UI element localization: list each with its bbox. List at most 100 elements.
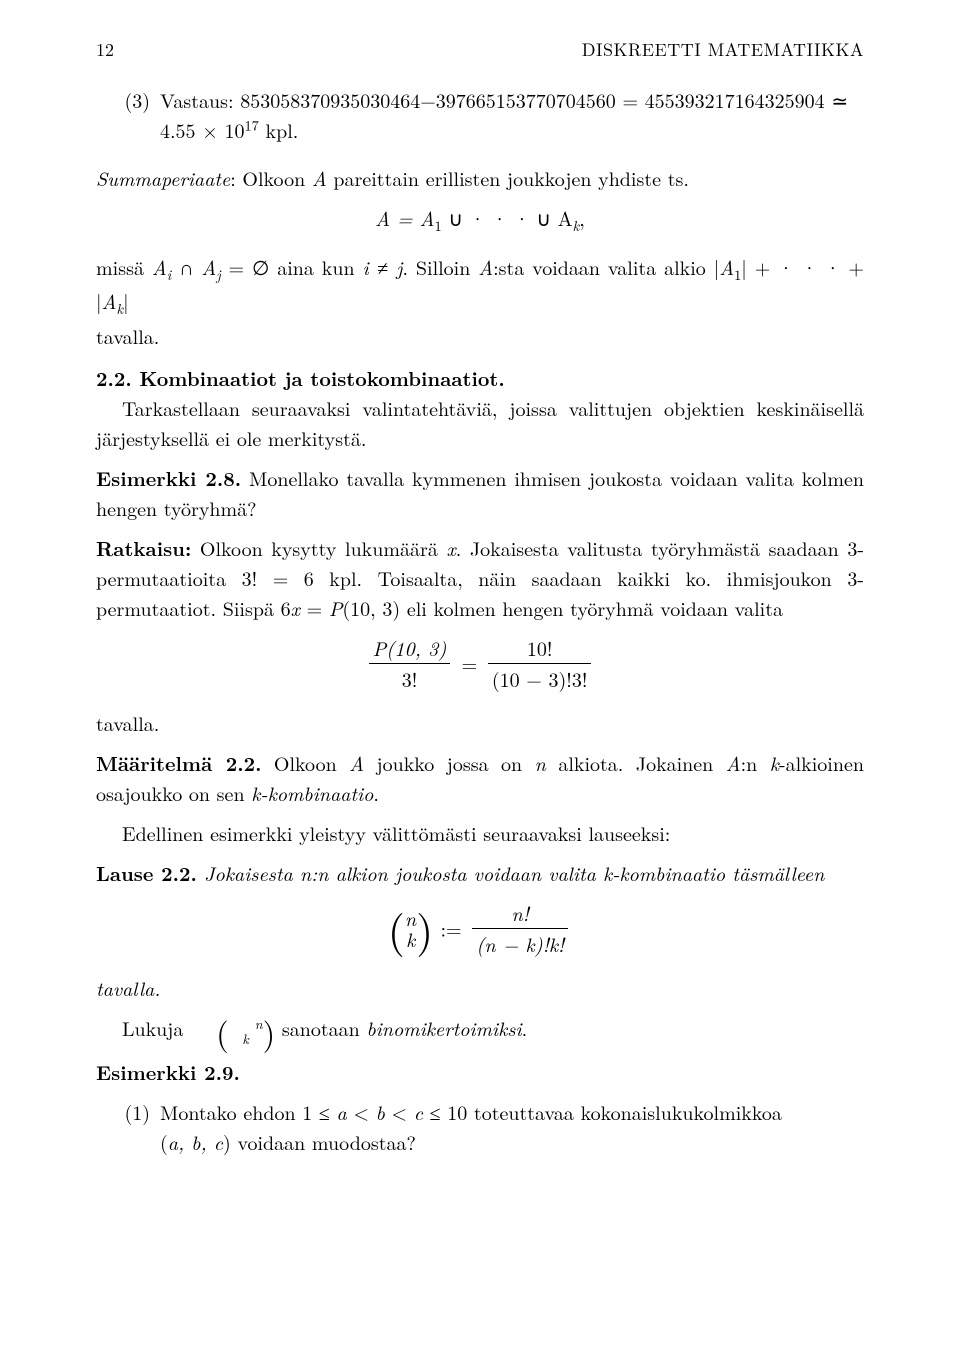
esimerkki-2-8: Esimerkki 2.8. Monellako tavalla kymmene…: [96, 463, 864, 523]
item3-line2b: kpl.: [259, 115, 298, 144]
ratk-t1: Olkoon kysytty lukumäärä: [191, 533, 446, 562]
maar22-t2: joukko jossa on: [364, 748, 535, 777]
binom-frac: n! (n − k)!k!: [472, 898, 568, 959]
missa-Ak: A: [102, 286, 117, 315]
missa-Aname: A: [478, 252, 493, 281]
lukuja-n: n: [255, 1014, 263, 1034]
ratkaisu: Ratkaisu: Olkoon kysytty lukumäärä x. Jo…: [96, 533, 864, 623]
maaritelma-2-2: Määritelmä 2.2. Olkoon A joukko jossa on…: [96, 748, 864, 808]
summa-t1: pareittain erillisten joukkojen yhdiste …: [327, 163, 689, 192]
item1-l2post: ) voidaan muodostaa?: [223, 1127, 416, 1156]
list-item-1: (1) Montako ehdon 1 ≤ a < b < c ≤ 10 tot…: [96, 1097, 864, 1157]
lukuja-par: Lukuja (nk) sanotaan binomikertoimiksi.: [96, 1013, 864, 1047]
eq1-mid: ∪ · · · ∪ A: [442, 203, 573, 232]
esimerkki-2-9: Esimerkki 2.9.: [96, 1057, 864, 1087]
summa-periaate: Summaperiaate: Olkoon A pareittain erill…: [96, 163, 864, 193]
item3-line2a: 4.55 × 10: [160, 115, 244, 144]
bf-top: n!: [472, 898, 568, 929]
ratk-t3: =: [300, 593, 329, 622]
item1-lt2: <: [385, 1097, 414, 1126]
item1-a: a: [337, 1097, 347, 1126]
item1-marker: (1): [96, 1097, 160, 1157]
running-header: 12 DISKREETTI MATEMATIIKKA: [96, 36, 864, 63]
lukuja-binomik: binomikertoimiksi: [366, 1013, 521, 1042]
missa-paragraph: missä Ai ∩ Aj = ∅ aina kun i ≠ j. Silloi…: [96, 252, 864, 351]
maar22-period: .: [373, 778, 379, 807]
maar22-kkomb: k-kombinaatio: [251, 778, 373, 807]
frac-right: 10! (10 − 3)!3!: [488, 633, 592, 694]
list-item-3: (3) Vastaus: 853058370935030464−39766515…: [96, 85, 864, 145]
eq-binomial: (nk) := n! (n − k)!k!: [96, 898, 864, 959]
eq-union: A = A1 ∪ · · · ∪ Ak,: [96, 203, 864, 238]
maar22-t1: Olkoon: [261, 748, 349, 777]
missa-eqempty: = ∅ aina kun: [221, 252, 363, 281]
tavalla-2: tavalla.: [96, 973, 864, 1003]
running-title: DISKREETTI MATEMATIIKKA: [582, 36, 864, 63]
maar22-A2: A: [726, 748, 741, 777]
item1-body: Montako ehdon 1 ≤ a < b < c ≤ 10 toteutt…: [160, 1097, 864, 1157]
item1-lt1: <: [347, 1097, 376, 1126]
fr-bot: (10 − 3)!3!: [488, 664, 592, 694]
eq1-comma: ,: [579, 203, 585, 232]
missa-post2: :sta voidaan valita alkio |: [493, 252, 719, 281]
fl-top: P(10, 3): [373, 633, 447, 662]
tarkastellaan: Tarkastellaan seuraavaksi valintatehtävi…: [96, 393, 864, 453]
section-2-2-head: 2.2. Kombinaatiot ja toistokombinaatiot.: [96, 363, 864, 393]
maar22-A: A: [349, 748, 364, 777]
lukuja-binom: (nk): [190, 1016, 275, 1047]
eq1-s1: 1: [435, 216, 442, 236]
ratk-head: Ratkaisu:: [96, 533, 191, 562]
maar22-t3: alkiota. Jokainen: [546, 748, 726, 777]
summa-rest: : Olkoon: [230, 163, 312, 192]
summa-lead: Summaperiaate: [96, 163, 230, 192]
missa-Aj: A: [201, 252, 216, 281]
lukuja-k: k: [242, 1029, 248, 1049]
missa-post1: . Silloin: [402, 252, 478, 281]
ratk-x2: x: [291, 593, 300, 622]
maar22-t4: :n: [741, 748, 770, 777]
missa-ineq: i ≠ j: [362, 252, 402, 281]
missa-A1: A: [719, 252, 734, 281]
maar22-head: Määritelmä 2.2.: [96, 748, 261, 777]
item3-body: Vastaus: 853058370935030464−397665153770…: [160, 85, 864, 145]
missa-pre: missä: [96, 252, 152, 281]
item3-line1: Vastaus: 853058370935030464−397665153770…: [160, 85, 848, 114]
lukuja-post: sanotaan: [275, 1013, 366, 1042]
maar22-k: k: [770, 748, 779, 777]
item1-abc: a, b, c: [168, 1127, 223, 1156]
frac-eq: =: [462, 648, 484, 677]
ratk-P: P: [329, 593, 343, 622]
binom-left: (nk): [388, 907, 434, 949]
item1-b: b: [376, 1097, 385, 1126]
eq-fraction: P(10, 3) 3! = 10! (10 − 3)!3!: [96, 633, 864, 694]
edellinen-esimerkki: Edellinen esimerkki yleistyy välittömäst…: [96, 818, 864, 848]
ratk-x: x: [446, 533, 455, 562]
lause22-head: Lause 2.2.: [96, 858, 197, 887]
lukuja-pre: Lukuja: [122, 1013, 190, 1042]
item3-marker: (3): [96, 85, 160, 145]
esim29-head: Esimerkki 2.9.: [96, 1057, 240, 1086]
item1-l1pre: Montako ehdon 1 ≤: [160, 1097, 337, 1126]
frac-left: P(10, 3) 3!: [369, 633, 451, 694]
summa-A: A: [312, 163, 327, 192]
fl-bot: 3!: [369, 664, 451, 694]
lause-2-2: Lause 2.2. Jokaisesta n:n alkion joukost…: [96, 858, 864, 888]
page-number: 12: [96, 36, 114, 63]
item1-c: c: [414, 1097, 423, 1126]
ratk-args: (10, 3) eli kolmen hengen työryhmä voida…: [342, 593, 783, 622]
maar22-n: n: [535, 748, 546, 777]
lause22-body: Jokaisesta n:n alkion joukosta voidaan v…: [197, 858, 824, 887]
section22-title: 2.2. Kombinaatiot ja toistokombinaatiot.: [96, 363, 505, 392]
fr-top: 10!: [488, 633, 592, 664]
item3-exp: 17: [244, 115, 258, 135]
missa-cap: ∩: [171, 252, 201, 281]
tavalla-1: tavalla.: [96, 708, 864, 738]
eq1-pre: A = A: [375, 203, 434, 232]
missa-line2: tavalla.: [96, 321, 159, 350]
missa-Ai: A: [152, 252, 167, 281]
binom-k: k: [406, 924, 415, 953]
item1-l2open: (: [160, 1127, 168, 1156]
bf-bot: (n − k)!k!: [472, 929, 568, 959]
missa-end: |: [123, 286, 129, 315]
esim28-head: Esimerkki 2.8.: [96, 463, 241, 492]
